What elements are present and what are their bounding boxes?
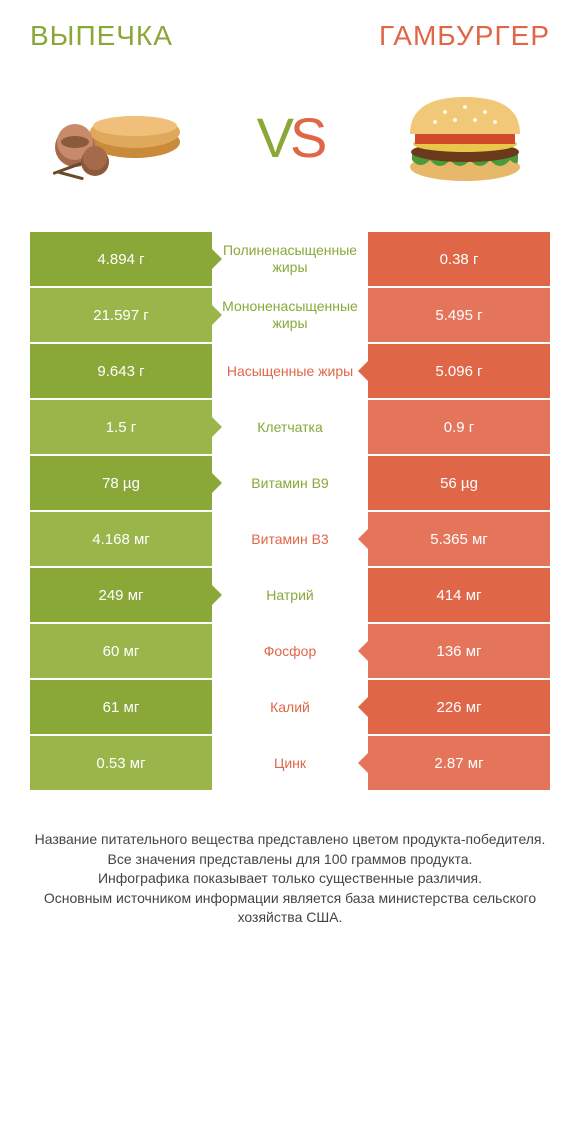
title-left: ВЫПЕЧКА [30, 20, 173, 52]
vs-s-letter: S [290, 106, 323, 169]
value-left: 249 мг [30, 568, 212, 622]
table-row: 78 µgВитамин B956 µg [30, 456, 550, 510]
value-right: 56 µg [368, 456, 550, 510]
value-right: 0.38 г [368, 232, 550, 286]
value-right: 5.495 г [368, 288, 550, 342]
table-row: 9.643 гНасыщенные жиры5.096 г [30, 344, 550, 398]
table-row: 21.597 гМононенасыщенные жиры5.495 г [30, 288, 550, 342]
title-right: ГАМБУРГЕР [379, 20, 550, 52]
vs-label: VS [257, 105, 324, 170]
footer-line: Все значения представлены для 100 граммо… [34, 850, 546, 870]
header: ВЫПЕЧКА ГАМБУРГЕР [30, 20, 550, 52]
value-right: 226 мг [368, 680, 550, 734]
footer-line: Инфографика показывает только существенн… [34, 869, 546, 889]
value-left: 9.643 г [30, 344, 212, 398]
value-right: 5.096 г [368, 344, 550, 398]
footer-line: Название питательного вещества представл… [34, 830, 546, 850]
pastry-icon [40, 82, 190, 192]
table-row: 4.168 мгВитамин B35.365 мг [30, 512, 550, 566]
table-row: 249 мгНатрий414 мг [30, 568, 550, 622]
table-row: 4.894 гПолиненасыщенные жиры0.38 г [30, 232, 550, 286]
table-row: 0.53 мгЦинк2.87 мг [30, 736, 550, 790]
value-left: 78 µg [30, 456, 212, 510]
nutrient-label: Клетчатка [212, 400, 368, 454]
footer-notes: Название питательного вещества представл… [30, 830, 550, 928]
table-row: 1.5 гКлетчатка0.9 г [30, 400, 550, 454]
nutrient-label: Цинк [212, 736, 368, 790]
nutrient-label: Калий [212, 680, 368, 734]
value-right: 414 мг [368, 568, 550, 622]
nutrient-label: Витамин B9 [212, 456, 368, 510]
nutrient-label: Натрий [212, 568, 368, 622]
vs-v-letter: V [257, 106, 290, 169]
value-right: 5.365 мг [368, 512, 550, 566]
nutrient-label: Фосфор [212, 624, 368, 678]
value-left: 0.53 мг [30, 736, 212, 790]
table-row: 61 мгКалий226 мг [30, 680, 550, 734]
comparison-table: 4.894 гПолиненасыщенные жиры0.38 г21.597… [30, 232, 550, 790]
value-left: 61 мг [30, 680, 212, 734]
value-left: 60 мг [30, 624, 212, 678]
value-right: 136 мг [368, 624, 550, 678]
infographic-container: ВЫПЕЧКА ГАМБУРГЕР VS [0, 0, 580, 948]
nutrient-label: Мононенасыщенные жиры [212, 288, 368, 342]
nutrient-label: Полиненасыщенные жиры [212, 232, 368, 286]
value-left: 1.5 г [30, 400, 212, 454]
value-right: 2.87 мг [368, 736, 550, 790]
burger-icon [390, 82, 540, 192]
value-left: 4.168 мг [30, 512, 212, 566]
nutrient-label: Витамин B3 [212, 512, 368, 566]
table-row: 60 мгФосфор136 мг [30, 624, 550, 678]
value-right: 0.9 г [368, 400, 550, 454]
nutrient-label: Насыщенные жиры [212, 344, 368, 398]
footer-line: Основным источником информации является … [34, 889, 546, 928]
value-left: 4.894 г [30, 232, 212, 286]
value-left: 21.597 г [30, 288, 212, 342]
vs-row: VS [40, 82, 540, 192]
